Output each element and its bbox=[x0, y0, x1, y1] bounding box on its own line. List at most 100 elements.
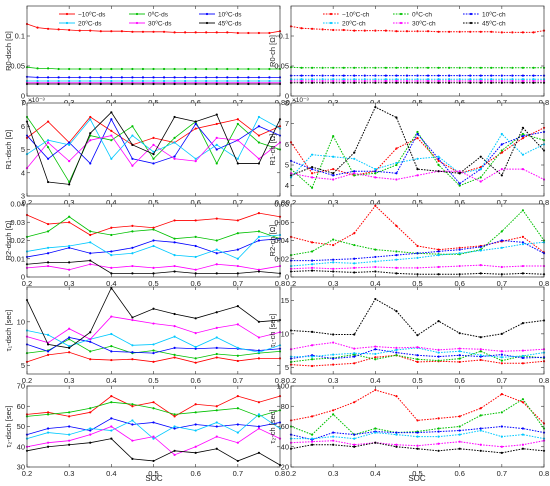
y-tick-label: 0.1 bbox=[279, 32, 289, 41]
data-point-30 bbox=[374, 345, 377, 348]
data-point-45 bbox=[374, 441, 377, 444]
data-point-0 bbox=[395, 354, 398, 357]
data-point-10 bbox=[395, 254, 398, 257]
data-point-m10 bbox=[257, 401, 261, 404]
data-point-20 bbox=[110, 429, 113, 432]
x-tick-label: 0.3 bbox=[328, 376, 338, 385]
data-point-10 bbox=[521, 74, 525, 77]
data-point-10 bbox=[194, 347, 197, 350]
x-tick-label: 0.3 bbox=[64, 376, 74, 385]
data-point-m10 bbox=[458, 30, 461, 33]
data-point-m10 bbox=[374, 388, 377, 392]
y-tick-label: 60 bbox=[281, 422, 289, 431]
legend-marker-30 bbox=[135, 21, 139, 25]
data-point-10 bbox=[215, 76, 218, 79]
data-point-45 bbox=[353, 151, 356, 154]
data-point-m10 bbox=[374, 29, 377, 32]
data-point-45 bbox=[353, 333, 356, 336]
data-point-20 bbox=[395, 258, 398, 261]
data-point-20 bbox=[479, 429, 482, 432]
data-point-10 bbox=[437, 430, 440, 433]
data-point-m10 bbox=[46, 120, 50, 123]
data-point-45 bbox=[332, 333, 335, 336]
data-point-m10 bbox=[173, 356, 176, 359]
data-point-20 bbox=[395, 433, 398, 436]
data-point-45 bbox=[184, 82, 187, 86]
y-tick-label: 0.02 bbox=[274, 254, 289, 263]
panel-r2-dsch: 0.2 0.3 0.4 0.5 0.6 0.7 0.8 0 0.01 0.02 0.03 0.04 R2… bbox=[4, 200, 285, 289]
data-point-10 bbox=[395, 172, 398, 175]
data-point-0 bbox=[89, 407, 92, 410]
data-point-30 bbox=[173, 453, 176, 456]
data-point-45 bbox=[300, 81, 303, 84]
data-point-45 bbox=[226, 82, 229, 86]
data-point-45 bbox=[110, 272, 113, 275]
data-point-0 bbox=[215, 409, 218, 412]
data-point-0 bbox=[353, 66, 356, 69]
x-tick-label: 0.6 bbox=[454, 98, 464, 107]
y-tick-label: 5 bbox=[21, 145, 25, 154]
data-point-45 bbox=[131, 316, 134, 319]
data-point-30 bbox=[68, 327, 71, 330]
data-point-0 bbox=[416, 358, 419, 361]
data-point-10 bbox=[511, 74, 514, 77]
x-tick-label: 0.8 bbox=[275, 279, 285, 288]
data-point-0 bbox=[437, 66, 440, 69]
data-point-30 bbox=[395, 178, 398, 181]
data-point-m10 bbox=[353, 362, 356, 365]
data-point-20 bbox=[194, 79, 197, 83]
data-point-m10 bbox=[173, 415, 176, 418]
y-axis-label-r0-ch: R0-ch [Ω] bbox=[268, 35, 277, 67]
data-point-0 bbox=[310, 433, 314, 436]
data-point-30 bbox=[521, 349, 525, 352]
data-point-45 bbox=[479, 272, 482, 275]
data-point-m10 bbox=[458, 246, 461, 249]
data-point-m10 bbox=[353, 401, 356, 404]
data-point-10 bbox=[68, 425, 71, 428]
data-point-30 bbox=[89, 338, 92, 341]
x-tick-label: 0.5 bbox=[412, 279, 422, 288]
data-point-20 bbox=[46, 79, 50, 83]
data-point-20 bbox=[89, 79, 92, 83]
data-point-20 bbox=[215, 336, 218, 339]
data-point-45 bbox=[194, 82, 197, 86]
x-tick-label: 0.4 bbox=[106, 98, 116, 107]
data-point-m10 bbox=[374, 356, 377, 359]
x-axis-label-left: SOC bbox=[145, 474, 163, 483]
data-point-0 bbox=[458, 184, 461, 187]
data-point-30 bbox=[416, 174, 419, 177]
data-point-10 bbox=[152, 76, 155, 79]
data-point-m10 bbox=[215, 356, 218, 359]
x-tick-label: 0.3 bbox=[328, 98, 338, 107]
data-point-m10 bbox=[194, 361, 197, 364]
data-point-10 bbox=[215, 148, 218, 151]
y-tick-label: 30 bbox=[17, 463, 25, 472]
data-point-45 bbox=[416, 334, 419, 337]
x-tick-label: 0.5 bbox=[412, 198, 422, 207]
data-point-10 bbox=[374, 348, 377, 351]
x-tick-label: 0.7 bbox=[497, 469, 507, 478]
data-point-m10 bbox=[416, 137, 419, 140]
data-point-m10 bbox=[268, 31, 271, 35]
data-point-20 bbox=[173, 254, 176, 257]
x-tick-label: 0.2 bbox=[22, 198, 32, 207]
data-point-45 bbox=[68, 261, 71, 264]
data-point-45 bbox=[152, 272, 155, 275]
panel-r1-dsch: 0.2 0.3 0.4 0.5 0.6 0.7 0.8 3 4 5 6 7 R1-dsch [Ω] ×10… bbox=[4, 97, 285, 207]
x-tick-label: 0.7 bbox=[233, 98, 243, 107]
data-point-30 bbox=[479, 180, 482, 183]
data-point-45 bbox=[521, 322, 525, 325]
data-point-10 bbox=[152, 162, 155, 165]
data-point-30 bbox=[194, 268, 197, 271]
data-point-0 bbox=[110, 233, 113, 237]
data-point-30 bbox=[215, 263, 218, 266]
data-point-m10 bbox=[89, 29, 92, 32]
data-point-0 bbox=[353, 174, 356, 177]
data-point-45 bbox=[173, 115, 176, 119]
data-point-30 bbox=[521, 264, 525, 268]
data-point-m10 bbox=[131, 405, 134, 408]
y-tick-label: 4 bbox=[21, 168, 25, 177]
data-point-10 bbox=[173, 346, 176, 349]
data-point-20 bbox=[437, 351, 440, 354]
